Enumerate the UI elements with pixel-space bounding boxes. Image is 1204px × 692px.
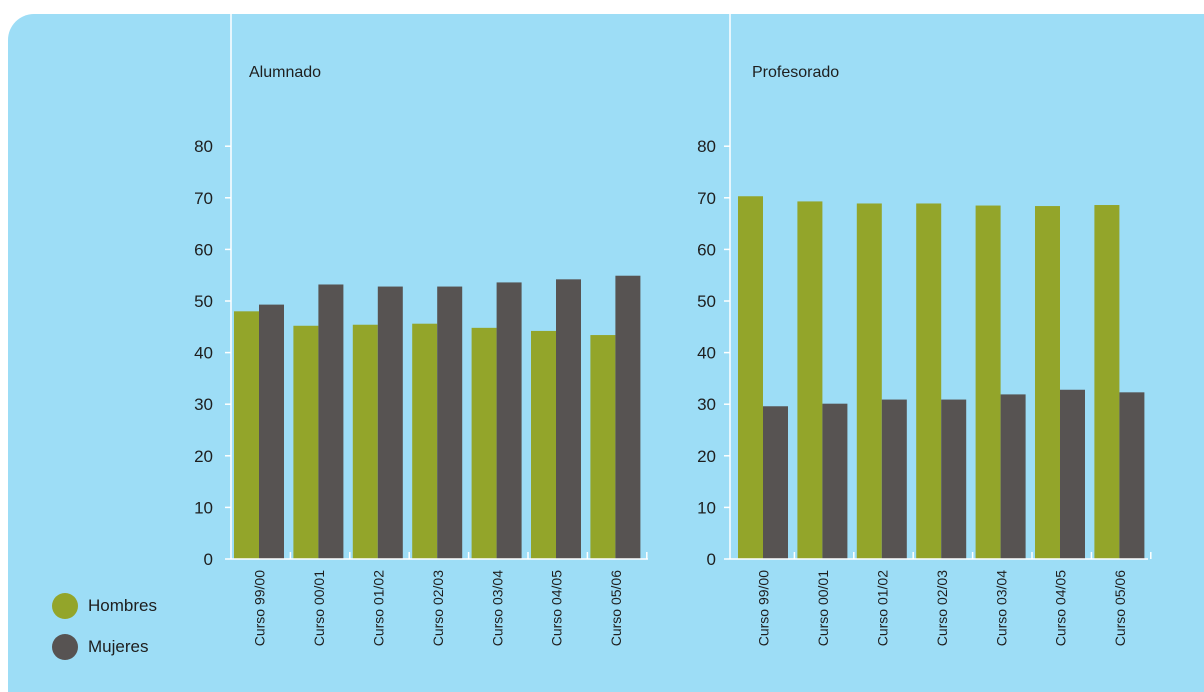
bar-hombres-alumnado-6 bbox=[590, 335, 616, 559]
bar-mujeres-profesorado-3 bbox=[941, 399, 967, 559]
bar-mujeres-profesorado-0 bbox=[763, 406, 788, 559]
y-tick-label-alumnado-20: 20 bbox=[194, 447, 213, 466]
chart-title-alumnado: Alumnado bbox=[249, 64, 321, 81]
bar-hombres-alumnado-2 bbox=[352, 324, 378, 559]
bar-mujeres-alumnado-5 bbox=[556, 279, 581, 559]
y-tick-label-alumnado-70: 70 bbox=[194, 189, 213, 208]
bar-hombres-profesorado-3 bbox=[916, 203, 942, 559]
x-tick-label-alumnado-6: Curso 05/06 bbox=[608, 570, 624, 646]
bar-mujeres-alumnado-2 bbox=[377, 286, 403, 559]
bar-mujeres-alumnado-0 bbox=[259, 304, 284, 559]
bar-hombres-profesorado-1 bbox=[797, 201, 823, 560]
bar-hombres-alumnado-5 bbox=[531, 330, 556, 559]
x-tick-label-alumnado-1: Curso 00/01 bbox=[311, 570, 327, 646]
x-tick-label-alumnado-3: Curso 02/03 bbox=[430, 570, 446, 646]
chart-title-profesorado: Profesorado bbox=[752, 64, 839, 81]
bar-hombres-alumnado-4 bbox=[471, 327, 497, 559]
y-tick-label-alumnado-50: 50 bbox=[194, 292, 213, 311]
legend-label-mujeres: Mujeres bbox=[88, 637, 149, 656]
bar-mujeres-alumnado-3 bbox=[437, 286, 463, 559]
y-tick-label-profesorado-30: 30 bbox=[697, 395, 716, 414]
legend-swatch-hombres bbox=[52, 593, 78, 619]
x-tick-label-profesorado-1: Curso 00/01 bbox=[815, 570, 831, 646]
x-tick-label-alumnado-5: Curso 04/05 bbox=[549, 570, 565, 646]
x-tick-label-profesorado-4: Curso 03/04 bbox=[993, 570, 1009, 646]
y-tick-label-profesorado-60: 60 bbox=[697, 240, 716, 259]
y-tick-label-alumnado-10: 10 bbox=[194, 498, 213, 517]
y-tick-label-profesorado-50: 50 bbox=[697, 292, 716, 311]
bar-hombres-profesorado-0 bbox=[738, 196, 763, 559]
x-tick-label-profesorado-6: Curso 05/06 bbox=[1112, 570, 1128, 646]
y-tick-label-alumnado-0: 0 bbox=[204, 550, 213, 569]
x-tick-label-alumnado-4: Curso 03/04 bbox=[489, 570, 505, 646]
bar-hombres-profesorado-2 bbox=[856, 203, 882, 559]
bar-hombres-profesorado-5 bbox=[1035, 206, 1060, 559]
x-tick-label-alumnado-2: Curso 01/02 bbox=[371, 570, 387, 646]
bar-mujeres-alumnado-4 bbox=[496, 282, 522, 559]
y-tick-label-alumnado-80: 80 bbox=[194, 137, 213, 156]
bar-hombres-alumnado-0 bbox=[234, 311, 259, 559]
y-tick-label-profesorado-70: 70 bbox=[697, 189, 716, 208]
bar-hombres-alumnado-1 bbox=[293, 325, 319, 559]
bar-hombres-profesorado-4 bbox=[975, 205, 1001, 560]
bar-mujeres-profesorado-5 bbox=[1060, 389, 1085, 559]
y-tick-label-profesorado-20: 20 bbox=[697, 447, 716, 466]
legend-item-mujeres: Mujeres bbox=[52, 634, 148, 660]
bar-mujeres-profesorado-6 bbox=[1119, 392, 1145, 559]
x-tick-label-profesorado-0: Curso 99/00 bbox=[756, 570, 772, 646]
y-tick-label-alumnado-30: 30 bbox=[194, 395, 213, 414]
y-tick-label-profesorado-0: 0 bbox=[707, 550, 716, 569]
legend-item-hombres: Hombres bbox=[52, 593, 157, 619]
bar-mujeres-profesorado-1 bbox=[822, 403, 848, 559]
x-tick-label-profesorado-5: Curso 04/05 bbox=[1053, 570, 1069, 646]
legend-swatch-mujeres bbox=[52, 634, 78, 660]
y-tick-label-profesorado-80: 80 bbox=[697, 137, 716, 156]
bar-mujeres-profesorado-2 bbox=[881, 399, 907, 559]
y-tick-label-profesorado-40: 40 bbox=[697, 344, 716, 363]
y-tick-label-alumnado-40: 40 bbox=[194, 344, 213, 363]
y-tick-label-profesorado-10: 10 bbox=[697, 498, 716, 517]
bar-mujeres-alumnado-6 bbox=[615, 275, 641, 559]
x-tick-label-profesorado-3: Curso 02/03 bbox=[934, 570, 950, 646]
y-tick-label-alumnado-60: 60 bbox=[194, 240, 213, 259]
bar-hombres-alumnado-3 bbox=[412, 323, 438, 559]
x-tick-label-profesorado-2: Curso 01/02 bbox=[875, 570, 891, 646]
legend-label-hombres: Hombres bbox=[88, 596, 157, 615]
bar-hombres-profesorado-6 bbox=[1094, 205, 1120, 560]
bar-mujeres-profesorado-4 bbox=[1000, 394, 1026, 559]
x-tick-label-alumnado-0: Curso 99/00 bbox=[252, 570, 268, 646]
bar-mujeres-alumnado-1 bbox=[318, 284, 344, 559]
